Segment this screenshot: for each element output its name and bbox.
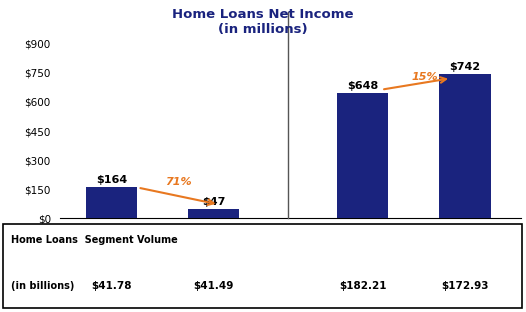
Text: $164: $164 [96, 175, 127, 185]
Text: Home Loans Net Income: Home Loans Net Income [172, 8, 354, 21]
Bar [439, 74, 491, 218]
Text: (in billions): (in billions) [11, 281, 74, 291]
Text: $41.49: $41.49 [194, 281, 234, 291]
Text: Home Loans  Segment Volume: Home Loans Segment Volume [11, 235, 177, 245]
Text: $47: $47 [202, 197, 226, 207]
Text: 71%: 71% [165, 178, 192, 188]
Text: $172.93: $172.93 [441, 281, 489, 291]
Bar [188, 209, 239, 218]
Text: $742: $742 [449, 62, 481, 72]
Text: (in millions): (in millions) [218, 23, 308, 37]
Text: 15%: 15% [412, 72, 438, 82]
Text: $648: $648 [347, 81, 378, 91]
Text: $41.78: $41.78 [92, 281, 132, 291]
Bar [86, 187, 137, 218]
Bar [337, 93, 388, 218]
Text: $182.21: $182.21 [339, 281, 387, 291]
